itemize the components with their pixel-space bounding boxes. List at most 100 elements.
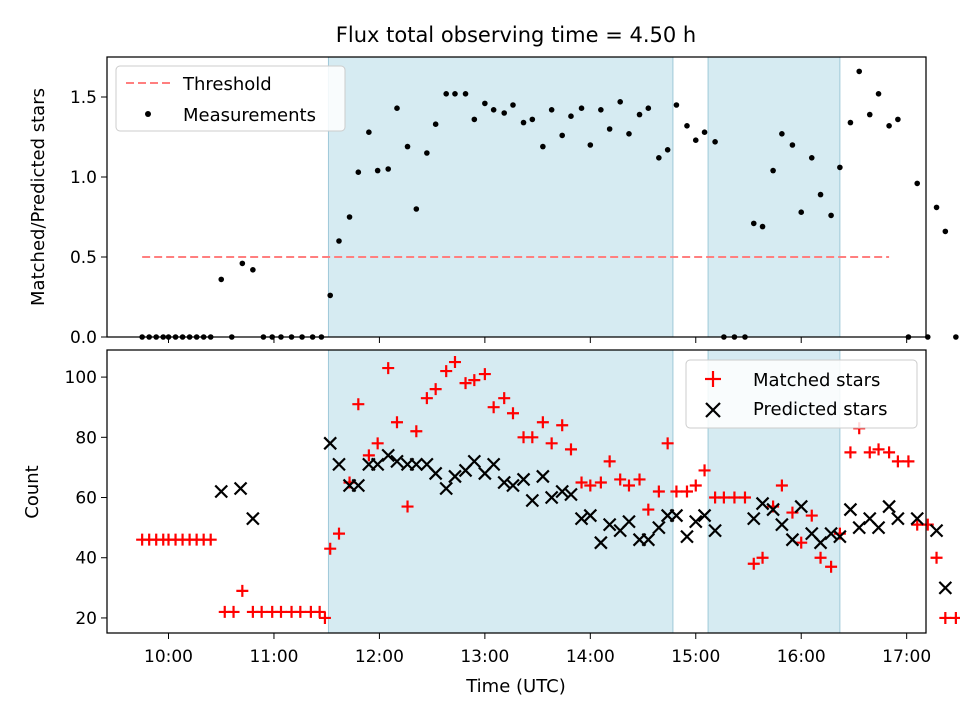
matched-star-point (939, 611, 952, 624)
y-tick-label: 60 (75, 489, 97, 509)
top-chart-title: Flux total observing time = 4.50 h (336, 23, 696, 47)
y-tick-label: 0.0 (70, 328, 97, 348)
measurement-point (779, 131, 785, 137)
predicted-star-point (766, 502, 780, 517)
matched-star-point (332, 527, 345, 540)
matched-star-point (410, 425, 423, 438)
matched-legend-label: Matched stars (753, 370, 880, 391)
matched-star-point (536, 416, 549, 429)
measurement-point (712, 139, 718, 145)
measurement-point (798, 209, 805, 215)
measurement-point (540, 143, 546, 150)
measurement-point (598, 107, 604, 113)
matched-star-point (622, 479, 635, 492)
measurement-point (664, 147, 671, 153)
measurement-point (482, 100, 488, 107)
measurement-point (548, 107, 555, 113)
matched-star-point (728, 491, 741, 504)
predicted-star-point (697, 508, 712, 523)
predicted-star-point (794, 499, 808, 514)
predicted-star-point (882, 499, 896, 514)
predicted-star-point (824, 526, 838, 541)
measurement-point (568, 113, 574, 119)
matched-star-point (775, 479, 788, 492)
measurement-point (808, 155, 815, 161)
matched-star-point (390, 416, 403, 429)
measurement-point (847, 119, 854, 126)
measurement-point (942, 228, 949, 235)
predicted-star-point (929, 523, 944, 538)
predicted-star-point (525, 493, 540, 508)
measurement-point (759, 223, 766, 230)
matched-star-point (689, 479, 702, 492)
measurement-point (490, 107, 497, 113)
bottom-x-axis: 10:00 11:00 12:00 13:00 14:00 15:00 16:00 17:00 (144, 633, 931, 667)
x-tick-label: 15:00 (671, 647, 720, 667)
y-tick-label: 100 (65, 368, 97, 388)
predicted-star-point (390, 454, 404, 469)
y-tick-label: 40 (75, 549, 97, 569)
matched-star-point (478, 368, 491, 381)
matched-star-point (814, 551, 827, 564)
predicted-star-point (843, 502, 858, 517)
y-tick-label: 1.0 (70, 168, 97, 188)
matched-star-point (401, 500, 414, 513)
measurement-point (559, 132, 565, 139)
matched-star-point (459, 377, 472, 390)
threshold-legend-label: Threshold (182, 74, 272, 95)
matched-star-point (805, 509, 818, 522)
y-tick-label: 1.5 (70, 88, 97, 108)
x-tick-label: 16:00 (777, 647, 826, 667)
matched-star-point (795, 536, 808, 549)
predicted-star-point (467, 454, 482, 469)
matched-star-point (468, 374, 481, 387)
matched-star-point (556, 419, 569, 432)
shaded-interval (327, 56, 674, 338)
y-tick-label: 80 (75, 428, 97, 448)
measurement-point (914, 180, 921, 187)
x-tick-label: 17:00 (882, 647, 931, 667)
predicted-star-point (602, 517, 617, 532)
measurement-point (837, 164, 843, 171)
top-panel: 0.0 0.5 1.0 1.5 Matched/Predicted stars Thr… (28, 56, 959, 348)
predicted-star-point (323, 436, 337, 451)
bottom-legend-box (685, 359, 918, 429)
bottom-legend: Matched stars Predicted stars (685, 359, 918, 429)
measurement-point (875, 91, 882, 97)
matched-star-point (352, 398, 365, 411)
matched-star-point (603, 455, 616, 468)
top-legend: Threshold Measurements (115, 65, 346, 132)
matched-star-point (614, 473, 627, 486)
measurement-point (471, 116, 478, 123)
x-tick-label: 12:00 (355, 647, 404, 667)
matched-stars-points (136, 356, 960, 624)
predicted-star-point (755, 496, 770, 511)
predicted-star-point (214, 484, 229, 499)
measurement-point (953, 334, 959, 340)
matched-star-point (584, 479, 597, 492)
matched-star-point (642, 503, 655, 516)
predicted-star-point (708, 523, 722, 538)
matched-star-point (594, 476, 607, 489)
bottom-x-axis-label: Time (UTC) (465, 676, 566, 697)
matched-star-point (506, 407, 519, 420)
matched-star-point (902, 455, 915, 468)
measurements-legend-label: Measurements (183, 105, 316, 126)
measurement-point (684, 123, 690, 129)
predicted-star-point (938, 581, 953, 595)
predicted-star-point (409, 457, 424, 472)
measurement-point (443, 91, 449, 97)
matched-star-point (362, 449, 375, 462)
predicted-star-point (428, 466, 443, 481)
predicted-star-point (351, 478, 366, 493)
predicted-star-point (506, 478, 520, 493)
predicted-star-point (622, 514, 636, 529)
matched-star-point (440, 365, 453, 378)
measurement-point (701, 129, 708, 135)
matched-legend-swatch (705, 371, 721, 387)
predicted-star-point (775, 517, 789, 532)
measurement-point (606, 126, 613, 132)
matched-star-point (670, 485, 683, 498)
predicted-star-point (680, 529, 694, 544)
measurement-point (587, 142, 594, 148)
